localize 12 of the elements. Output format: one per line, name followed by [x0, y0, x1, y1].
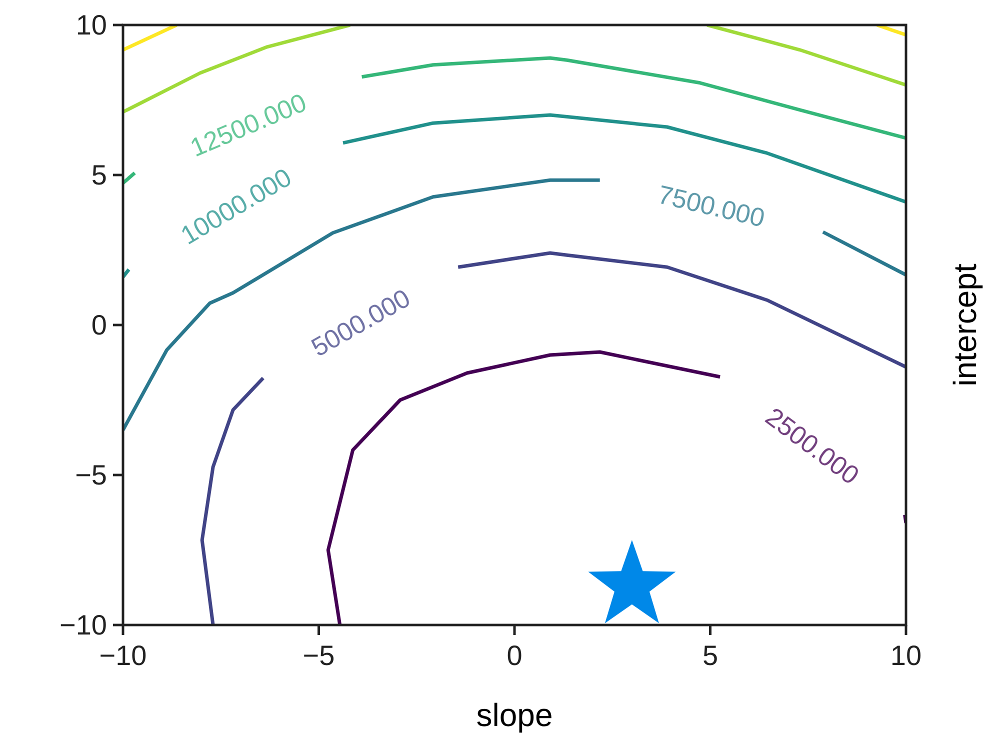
x-tick-label: −5: [302, 640, 335, 671]
x-axis-title: slope: [476, 697, 553, 733]
x-tick-label: 10: [890, 640, 922, 671]
y-tick-label: 10: [76, 10, 107, 40]
x-tick-label: 0: [506, 640, 522, 671]
text: 7500.000: [655, 179, 768, 233]
y-tick-label: 0: [91, 310, 107, 340]
y-tick-label: −5: [75, 460, 107, 490]
x-tick-label: 5: [702, 640, 718, 671]
y-axis-title: intercept: [947, 264, 983, 386]
y-tick-label: 5: [91, 160, 107, 190]
y-tick-label: −10: [60, 610, 107, 640]
